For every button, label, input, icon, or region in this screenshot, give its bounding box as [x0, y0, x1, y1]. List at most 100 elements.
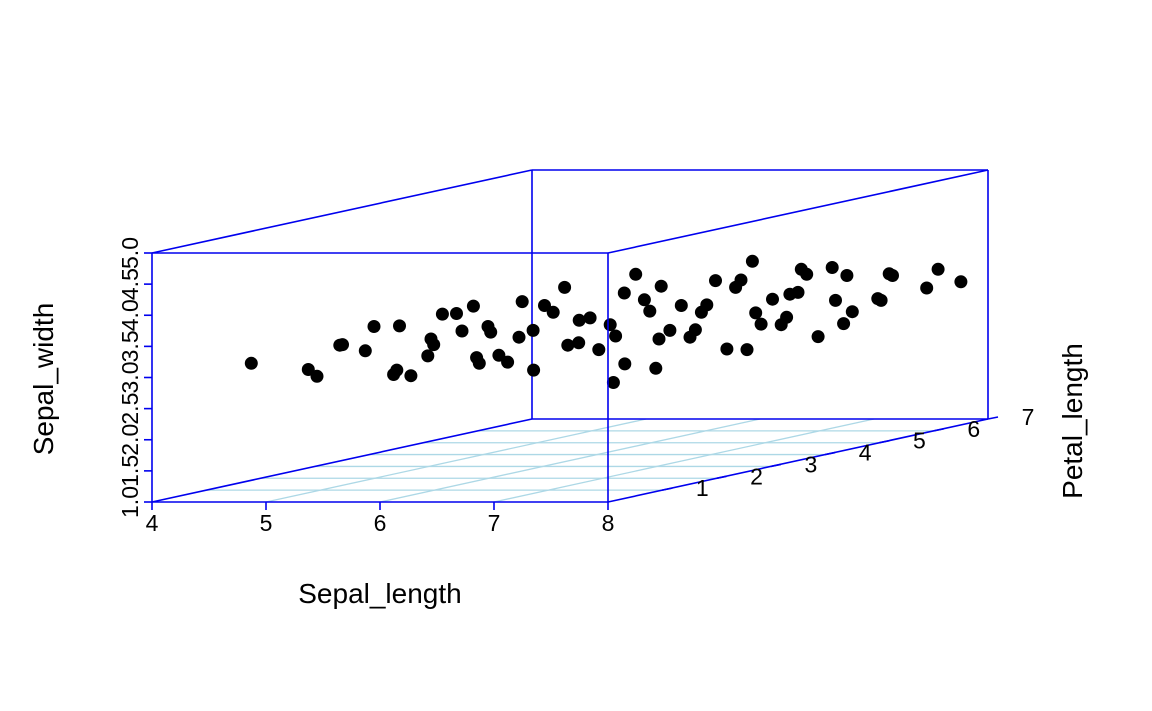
z-tick-label: 6 [967, 416, 980, 442]
data-point [546, 305, 560, 319]
data-point [920, 281, 934, 295]
data-point [501, 355, 515, 369]
data-point [455, 324, 469, 338]
data-point [825, 261, 839, 274]
data-point [538, 299, 551, 312]
data-point [954, 275, 968, 289]
data-point [481, 320, 495, 333]
data-point [358, 344, 372, 358]
data-point [572, 313, 586, 327]
z-tick-label: 2 [750, 463, 763, 489]
data-point [783, 287, 797, 301]
y-tick-label: 5.0 [117, 237, 143, 269]
box-edge [151, 418, 533, 503]
data-point [688, 323, 702, 337]
data-point [244, 356, 258, 370]
data-point [393, 319, 406, 333]
data-point [606, 376, 620, 389]
data-point [572, 336, 586, 350]
z-tick-label: 5 [913, 428, 926, 454]
z-tick-mark [824, 451, 836, 456]
data-point [558, 280, 572, 294]
data-point [720, 342, 734, 356]
data-point [492, 348, 506, 362]
y-tick-label: 2.0 [117, 424, 143, 456]
data-point [734, 273, 748, 287]
y-tick-label: 4.5 [117, 268, 143, 300]
data-point [333, 338, 347, 352]
x-tick-label: 6 [374, 510, 387, 536]
z-tick-mark [879, 439, 890, 444]
data-point [931, 262, 945, 276]
data-point [609, 329, 623, 343]
floor-grid-line-x [265, 418, 647, 503]
z-tick-label: 7 [1022, 404, 1035, 430]
data-point [435, 307, 449, 321]
x-tick-label: 5 [260, 510, 273, 536]
data-point [450, 307, 463, 320]
data-point [421, 349, 435, 363]
data-point [766, 292, 779, 306]
data-point [700, 298, 714, 312]
data-point [404, 369, 418, 383]
y-tick-label: 3.5 [117, 330, 143, 362]
z-tick-label: 4 [859, 440, 872, 466]
data-point [637, 293, 651, 307]
data-point [310, 369, 324, 383]
y-tick-label: 2.5 [117, 393, 143, 425]
data-point [649, 361, 663, 375]
y-tick-label: 3.0 [117, 362, 143, 394]
x-tick-label: 7 [488, 510, 501, 536]
z-tick-mark [716, 475, 727, 480]
data-point [643, 304, 657, 318]
data-point [617, 286, 631, 300]
data-point [794, 262, 808, 276]
data-point [886, 269, 899, 282]
data-point [749, 306, 763, 320]
data-point [367, 320, 381, 333]
data-point [387, 368, 401, 381]
z-axis-title: Petal_length [1057, 343, 1088, 499]
data-point [837, 317, 851, 331]
data-point [740, 343, 754, 357]
data-point [652, 332, 666, 346]
axis-ticks: 4 5 6 7 8 1.01.52.02.53.03.54.04.55.0 1 2 3 4 5 6 7 [117, 237, 1034, 536]
data-point [629, 267, 643, 281]
floor-grid-line-x [379, 418, 761, 503]
data-point [618, 357, 632, 371]
data-point [674, 299, 688, 312]
data-point [603, 318, 617, 332]
box-edge [607, 169, 989, 254]
floor-grid-line-x [493, 418, 875, 503]
z-tick-mark [933, 428, 944, 432]
floor-grid [206, 418, 934, 503]
z-tick-mark [662, 487, 673, 491]
data-point [515, 295, 529, 309]
data-point [745, 254, 759, 268]
x-axis-title: Sepal_length [298, 578, 461, 609]
data-point [811, 330, 825, 344]
data-point [840, 269, 854, 282]
y-tick-label: 1.5 [117, 455, 143, 487]
y-tick-label: 1.0 [117, 486, 143, 518]
data-point [780, 310, 794, 324]
data-point [845, 305, 859, 319]
data-point [663, 323, 677, 337]
data-point [512, 330, 526, 344]
data-point [829, 293, 842, 307]
data-point [654, 279, 668, 293]
y-axis-title: Sepal_width [28, 303, 59, 456]
x-tick-label: 8 [602, 510, 615, 536]
z-tick-label: 1 [696, 475, 709, 501]
data-point [470, 351, 484, 365]
x-tick-label: 4 [146, 510, 159, 536]
z-tick-mark [770, 463, 782, 468]
data-point [709, 274, 722, 288]
data-point [424, 332, 438, 346]
data-point [466, 299, 480, 313]
y-tick-label: 4.0 [117, 299, 143, 331]
z-tick-label: 3 [804, 451, 817, 477]
z-tick-mark [987, 416, 999, 420]
data-point [874, 293, 888, 307]
